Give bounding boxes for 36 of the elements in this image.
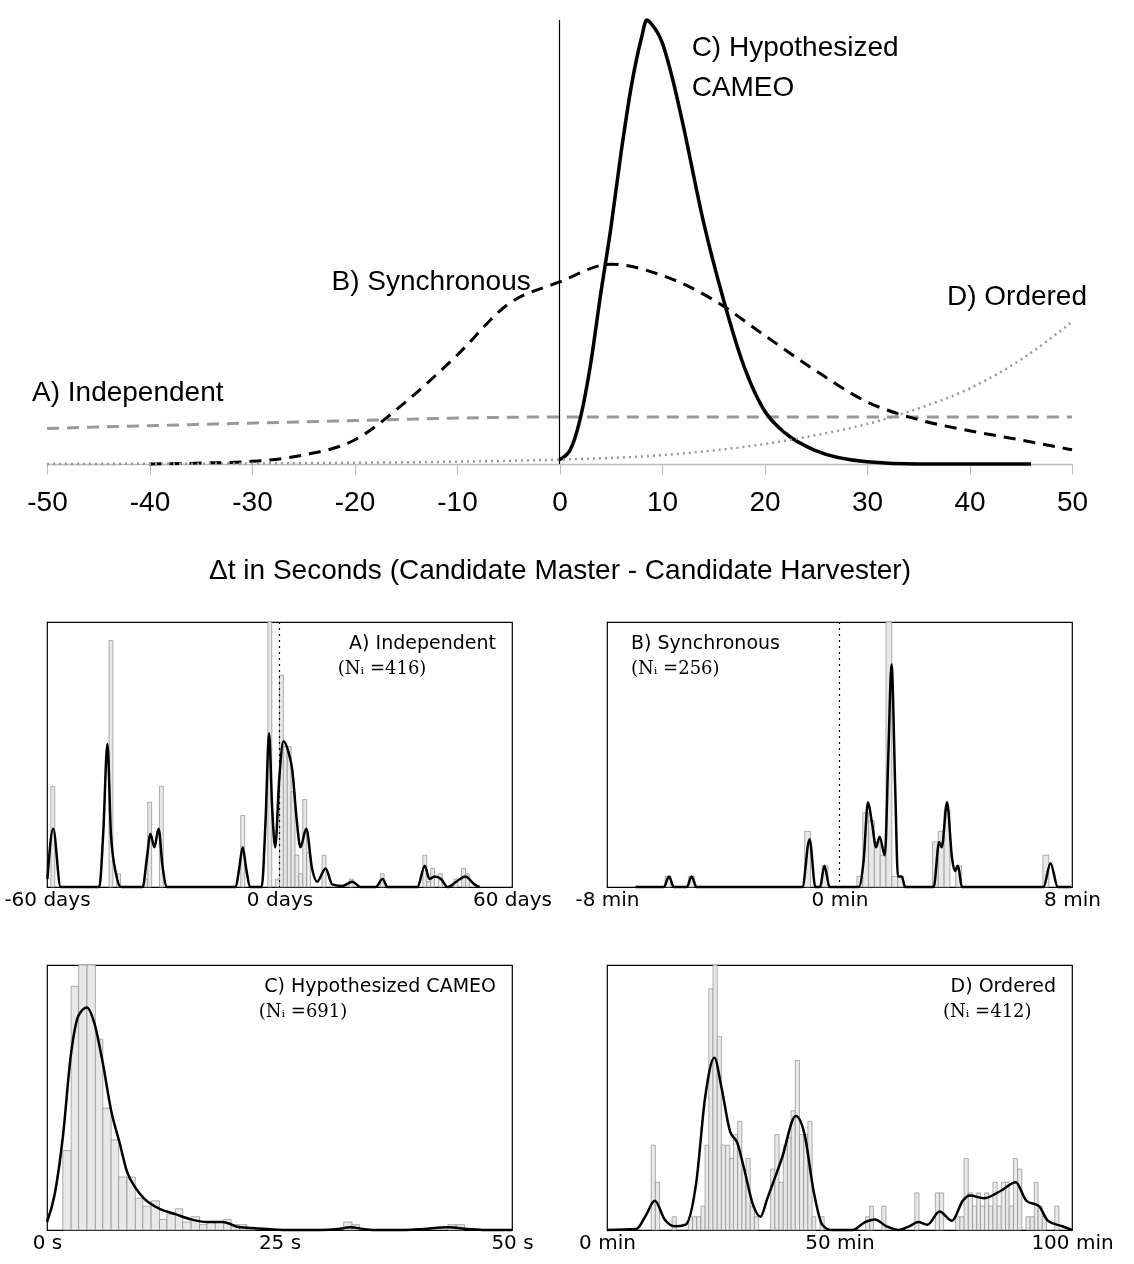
x-tick-label: 0 min: [811, 886, 869, 911]
series-label: C) Hypothesized CAMEO: [691, 31, 899, 102]
x-tick-label: 50 s: [491, 1229, 534, 1254]
x-tick-label: 50: [1056, 485, 1089, 517]
x-tick-label: 50 min: [805, 1229, 875, 1254]
x-tick-label: -8 min: [575, 886, 640, 911]
x-tick-label: -60 days: [4, 886, 91, 911]
x-tick-label: -30: [232, 485, 273, 517]
text: A) Independent: [349, 631, 496, 653]
x-tick-label: -50: [27, 485, 68, 517]
x-axis-title: Δt in Seconds (Candidate Master - Candidate Harvester): [209, 553, 911, 585]
x-tick-label: 10: [646, 485, 679, 517]
text: (Nᵢ =691): [258, 1000, 348, 1021]
text: C) Hypothesized CAMEO: [264, 974, 496, 996]
x-tick-label: -20: [334, 485, 376, 517]
x-tick-label: 0: [552, 485, 568, 517]
x-tick-label: 8 min: [1044, 886, 1101, 911]
x-tick-label: 0 min: [579, 1229, 636, 1254]
text: B) Synchronous: [631, 631, 780, 653]
x-tick-label: 100 min: [1031, 1229, 1114, 1254]
x-tick-label: -10: [437, 485, 478, 517]
x-tick-label: 60 days: [472, 886, 553, 911]
x-tick-label: 30: [851, 485, 884, 517]
x-tick-label: -40: [129, 485, 171, 517]
x-tick-label: 0 days: [246, 886, 314, 911]
text: (Nᵢ =416): [337, 657, 427, 678]
x-tick-label: 40: [954, 485, 986, 517]
text: (Nᵢ =256): [631, 657, 720, 678]
series-label: D) Ordered: [946, 279, 1087, 311]
series-label: A) Independent: [32, 376, 224, 408]
x-tick-label: 0 s: [32, 1229, 63, 1254]
text: (Nᵢ =412): [943, 1000, 1032, 1021]
x-tick-label: 25 s: [258, 1229, 302, 1254]
text: D) Ordered: [950, 974, 1056, 996]
x-tick-label: 20: [749, 485, 781, 517]
series-label: B) Synchronous: [331, 265, 531, 297]
